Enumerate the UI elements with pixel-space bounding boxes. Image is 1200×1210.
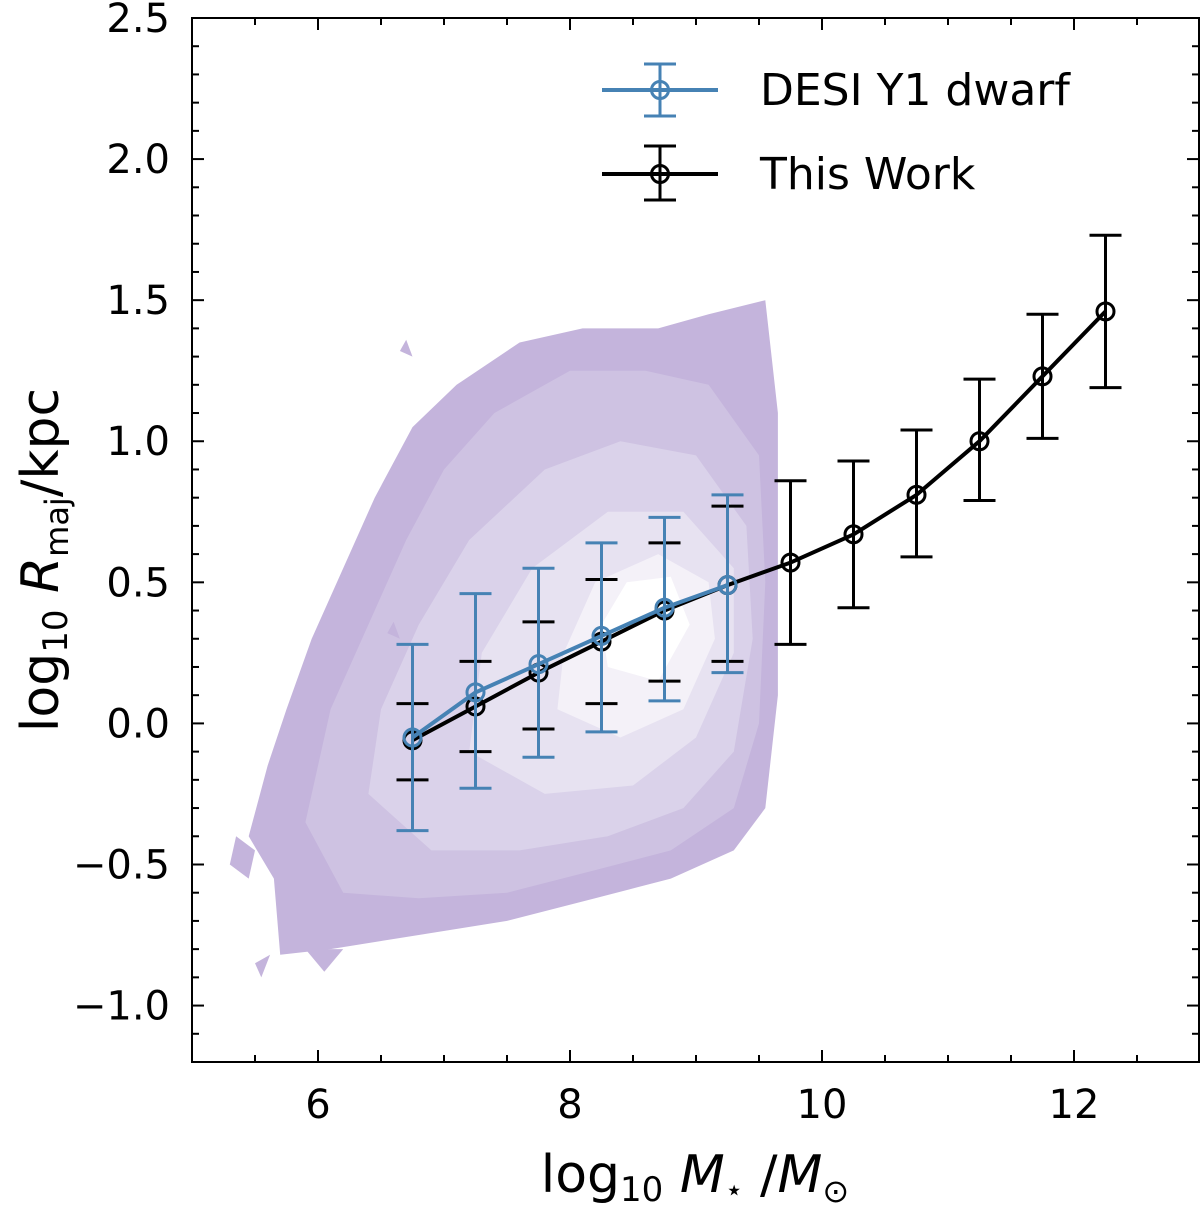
series-desi-y1-dwarf: [396, 493, 744, 833]
legend: DESI Y1 dwarf This Work: [602, 62, 1071, 202]
x-title-var: M: [680, 1145, 725, 1205]
legend-entry-desi: DESI Y1 dwarf: [602, 62, 1071, 118]
x-title-log: log: [541, 1145, 620, 1205]
y-tick-label: 2.0: [106, 137, 170, 183]
x-title-log-sub: 10: [620, 1170, 663, 1210]
data-point-this-work: [843, 524, 864, 545]
legend-marker-this-work: [650, 164, 670, 184]
x-tick-label: 6: [305, 1082, 330, 1128]
data-point-desi-y1-dwarf: [591, 625, 612, 646]
legend-marker-desi: [650, 80, 670, 100]
y-tick-label: 0.5: [106, 560, 170, 606]
y-title-var: R: [11, 557, 71, 593]
y-title-var-sub: maj: [38, 497, 76, 557]
data-point-desi-y1-dwarf: [465, 682, 486, 703]
contour-speck: [255, 954, 271, 978]
data-point-desi-y1-dwarf: [402, 727, 423, 748]
y-title-unit: /kpc: [11, 388, 71, 497]
y-tick-label: −1.0: [73, 984, 170, 1030]
legend-label-desi: DESI Y1 dwarf: [760, 65, 1071, 116]
x-axis-title: log10 M⋆ /M⊙: [541, 1145, 849, 1210]
y-title-log-sub: 10: [36, 610, 76, 653]
data-point-this-work: [906, 484, 927, 505]
x-title-var2-sub: ⊙: [822, 1172, 849, 1210]
data-point-desi-y1-dwarf: [528, 654, 549, 675]
contour-speck: [399, 339, 413, 357]
y-tick-label: 0.0: [106, 701, 170, 747]
x-tick-label: 10: [797, 1082, 848, 1128]
series-line-desi-y1-dwarf: [411, 583, 729, 740]
contour-speck: [305, 949, 344, 972]
data-point-this-work: [1032, 366, 1053, 387]
x-title-var2: M: [778, 1145, 823, 1205]
y-axis-title: log10 Rmaj/kpc: [11, 388, 76, 732]
series-line-this-work: [411, 310, 1107, 743]
data-point-this-work: [780, 552, 801, 573]
y-title-log: log: [11, 653, 71, 732]
y-tick-label: 2.5: [106, 0, 170, 42]
data-point-desi-y1-dwarf: [717, 575, 738, 596]
y-tick-label: 1.5: [106, 278, 170, 324]
data-point-desi-y1-dwarf: [654, 597, 675, 618]
x-title-sep: /: [760, 1145, 778, 1205]
x-tick-label: 8: [557, 1082, 582, 1128]
series-layer: [396, 233, 1122, 833]
y-tick-label: −0.5: [73, 842, 170, 888]
contour-speck: [387, 621, 400, 639]
data-point-this-work: [969, 431, 990, 452]
tick-layer: 6 8 10 12 2.5 2.0 1.5 1.0 0.5 0.0 −0.5 −1.0: [73, 0, 1200, 1128]
density-contour-layer: [229, 300, 778, 978]
x-tick-label: 12: [1049, 1082, 1100, 1128]
x-title-var-sub: ⋆: [725, 1173, 744, 1208]
legend-entry-this-work: This Work: [602, 144, 976, 202]
y-tick-label: 1.0: [106, 419, 170, 465]
contour-speck: [229, 836, 255, 879]
data-point-this-work: [1095, 301, 1116, 322]
legend-label-this-work: This Work: [759, 149, 976, 200]
